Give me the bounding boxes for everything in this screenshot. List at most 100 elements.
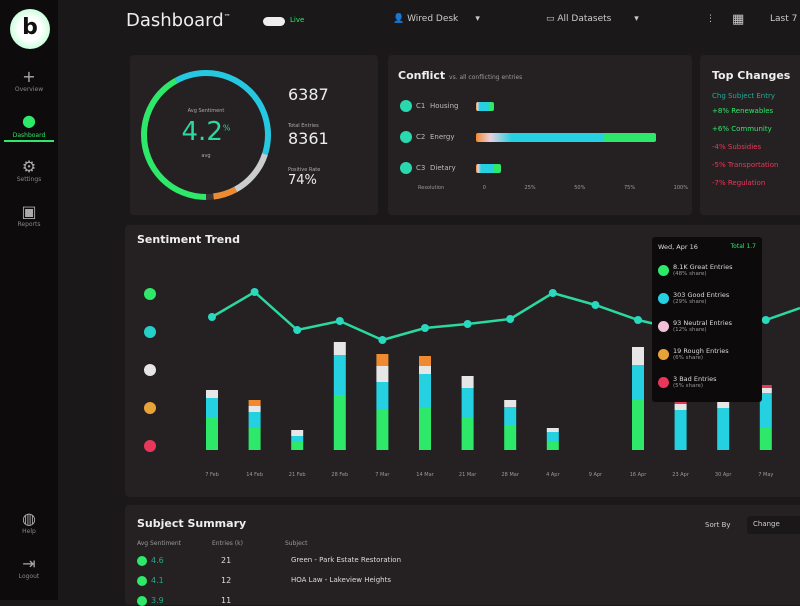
bar-segment[interactable] [419, 366, 431, 374]
line-point[interactable] [208, 313, 216, 321]
line-point[interactable] [761, 316, 770, 324]
conflict-bar [476, 102, 494, 111]
line-point[interactable] [591, 301, 600, 309]
conflict-row[interactable]: C3 Dietary [400, 162, 456, 174]
bar-segment[interactable] [461, 376, 474, 388]
gauge-label: Avg Sentiment [187, 108, 225, 114]
sidebar-item-overview[interactable]: + Overview [0, 68, 58, 94]
dataset-dropdown[interactable]: ▭ All Datasets ▾ [546, 14, 639, 24]
column-header[interactable]: Subject [285, 540, 308, 547]
conflict-dot-icon [400, 131, 412, 143]
sidebar-item-settings[interactable]: ⚙ Settings [0, 158, 58, 184]
bar-segment[interactable] [632, 400, 644, 450]
bar-segment[interactable] [759, 388, 772, 393]
range-dropdown[interactable]: Last 7 [770, 14, 798, 24]
bar-segment[interactable] [376, 366, 389, 382]
bar-segment[interactable] [248, 400, 261, 406]
bar-segment[interactable] [632, 347, 644, 365]
tooltip-item: 19 Rough Entries (6% share) [658, 347, 729, 361]
sidebar-item-dashboard[interactable]: ● Dashboard [0, 112, 58, 142]
live-toggle[interactable] [263, 17, 285, 26]
gauge-arc-green [141, 70, 271, 200]
line-point[interactable] [463, 320, 472, 328]
bar-segment[interactable] [717, 408, 730, 450]
user-dropdown[interactable]: 👤 Wired Desk ▾ [393, 14, 480, 24]
column-header[interactable]: Avg Sentiment [137, 540, 182, 547]
status-dot-icon [137, 556, 147, 566]
conflict-code: C1 [416, 102, 426, 110]
bar-segment[interactable] [674, 404, 687, 410]
bar-segment[interactable] [419, 374, 431, 408]
bar-segment[interactable] [759, 428, 772, 450]
bar-segment[interactable] [674, 410, 687, 450]
change-delta: -4% [712, 143, 726, 151]
gauge-card: Avg Sentiment 4.2% avg 6387 Total Entrie… [130, 55, 378, 215]
bar-segment[interactable] [717, 400, 730, 408]
sort-dropdown[interactable]: Change [747, 516, 800, 534]
line-point[interactable] [421, 324, 429, 332]
bar-segment[interactable] [291, 442, 304, 450]
top-change-row[interactable]: -4% Subsidies [712, 143, 761, 151]
bar-segment[interactable] [376, 382, 389, 410]
legend-dot-icon[interactable] [144, 440, 156, 452]
cell-entries: 12 [221, 576, 232, 585]
sidebar-item-reports[interactable]: ▣ Reports [0, 203, 58, 229]
line-point[interactable] [293, 326, 302, 334]
bar-segment[interactable] [632, 365, 644, 400]
logo[interactable]: b [10, 9, 50, 49]
legend-dot-icon[interactable] [144, 364, 156, 376]
line-point[interactable] [634, 316, 642, 324]
bar-segment[interactable] [546, 442, 559, 450]
legend-dot-icon[interactable] [144, 288, 156, 300]
bar-segment[interactable] [546, 428, 559, 432]
bar-segment[interactable] [248, 406, 261, 412]
bar-segment[interactable] [759, 385, 772, 388]
bar-segment[interactable] [419, 408, 431, 450]
bar-segment[interactable] [461, 418, 474, 450]
top-change-row[interactable]: -7% Regulation [712, 179, 765, 187]
bar-segment[interactable] [504, 425, 517, 450]
line-point[interactable] [335, 317, 344, 325]
top-change-row[interactable]: -5% Transportation [712, 161, 778, 169]
column-header[interactable]: Entries (k) [212, 540, 243, 547]
bar-segment[interactable] [504, 400, 517, 407]
bar-segment[interactable] [376, 410, 389, 450]
bar-segment[interactable] [291, 430, 304, 436]
line-point[interactable] [548, 289, 557, 297]
top-change-row[interactable]: +8% Renewables [712, 107, 773, 115]
line-point[interactable] [378, 336, 387, 344]
bar-segment[interactable] [206, 418, 218, 450]
bar-segment[interactable] [674, 400, 687, 404]
sidebar-item-logout[interactable]: ⇥ Logout [0, 555, 58, 581]
legend-dot-icon[interactable] [144, 402, 156, 414]
bar-segment[interactable] [206, 390, 218, 398]
bar-segment[interactable] [248, 412, 261, 428]
table-row[interactable]: 4.6 21 Green - Park Estate Restoration [137, 556, 401, 566]
bar-segment[interactable] [333, 395, 346, 450]
bar-segment[interactable] [759, 393, 772, 428]
bar-segment[interactable] [504, 407, 517, 425]
calendar-icon[interactable]: ▦ [732, 12, 745, 27]
table-row[interactable]: 3.9 11 [137, 596, 291, 606]
bar-segment[interactable] [206, 398, 218, 418]
legend-dot-icon[interactable] [144, 326, 156, 338]
bar-segment[interactable] [248, 428, 261, 450]
line-point[interactable] [506, 315, 515, 323]
line-point[interactable] [250, 288, 259, 296]
bar-segment[interactable] [376, 354, 389, 366]
conflict-row[interactable]: C2 Energy [400, 131, 455, 143]
conflict-row[interactable]: C1 Housing [400, 100, 458, 112]
bar-segment[interactable] [419, 356, 431, 366]
sidebar-item-help[interactable]: ◍ Help [0, 510, 58, 536]
bar-segment[interactable] [461, 388, 474, 418]
more-icon[interactable]: ⋮ [706, 14, 715, 24]
bar-segment[interactable] [291, 436, 304, 442]
bar-segment[interactable] [546, 432, 559, 442]
x-tick-label: 28 Mar [502, 472, 520, 478]
top-change-row[interactable]: +6% Community [712, 125, 772, 133]
sort-label: Sort By [705, 521, 731, 529]
bar-segment[interactable] [333, 355, 346, 395]
bar-segment[interactable] [333, 342, 346, 355]
table-row[interactable]: 4.1 12 HOA Law - Lakeview Heights [137, 576, 391, 586]
page-title: Dashboard™ [126, 10, 231, 31]
